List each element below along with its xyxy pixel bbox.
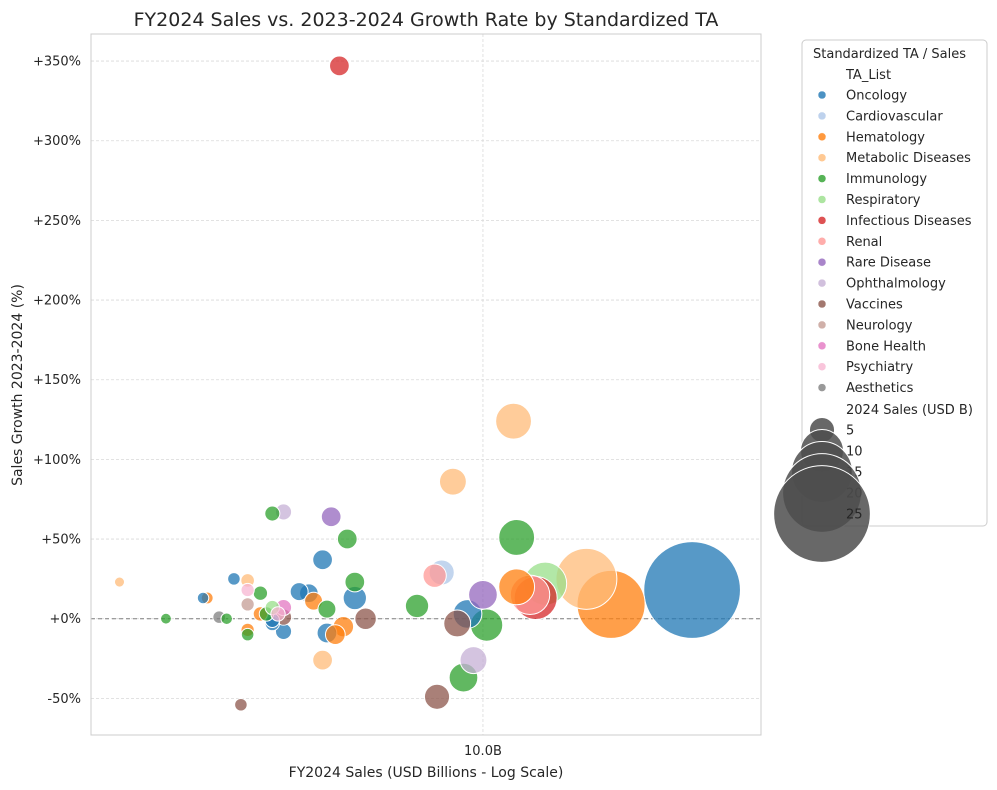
legend-label: Oncology <box>846 89 907 104</box>
point-psychiatry <box>240 582 255 598</box>
point-immunology <box>220 612 233 625</box>
point-neurology <box>240 597 255 612</box>
point-vaccines <box>234 697 248 712</box>
x-tick-label: 10.0B <box>464 744 502 759</box>
legend-marker <box>817 257 827 267</box>
legend-marker <box>817 278 827 288</box>
legend-marker <box>817 195 827 204</box>
plot-frame <box>90 33 762 736</box>
legend-title: Standardized TA / Sales <box>813 47 966 62</box>
legend-label: Neurology <box>846 318 913 333</box>
point-psychiatry <box>270 606 286 622</box>
point-immunology <box>336 528 358 550</box>
point-vaccines <box>423 683 451 710</box>
chart-title: FY2024 Sales vs. 2023-2024 Growth Rate b… <box>134 9 719 31</box>
legend: Standardized TA / Sales TA_List Oncology… <box>773 39 988 563</box>
point-immunology <box>498 519 536 556</box>
point-immunology <box>344 571 366 593</box>
grid-lines <box>91 34 761 735</box>
point-immunology <box>240 627 255 642</box>
legend-label: Immunology <box>846 172 927 187</box>
y-tick-label: +50% <box>41 533 81 548</box>
point-metabolic-diseases <box>495 402 532 440</box>
legend-box <box>801 39 988 527</box>
point-oncology <box>312 549 333 571</box>
data-points <box>113 55 741 712</box>
y-tick-label: +250% <box>33 214 81 229</box>
legend-marker <box>817 299 827 309</box>
legend-size-label: 25 <box>846 508 863 523</box>
legend-marker <box>817 153 827 162</box>
point-oncology <box>289 582 309 602</box>
point-hematology <box>498 568 536 606</box>
y-tick-label: -50% <box>47 692 81 707</box>
legend-size-title: 2024 Sales (USD B) <box>846 403 973 418</box>
legend-label: Infectious Diseases <box>846 214 972 229</box>
point-immunology <box>264 505 281 522</box>
legend-size-marker <box>773 465 871 563</box>
point-immunology <box>317 599 337 619</box>
y-tick-label: +100% <box>33 453 81 468</box>
point-vaccines <box>443 609 472 638</box>
legend-marker <box>817 237 827 246</box>
y-tick-label: +150% <box>33 373 81 388</box>
point-ophthalmology <box>459 646 488 675</box>
legend-label: Bone Health <box>846 339 926 354</box>
legend-marker <box>817 174 827 183</box>
point-metabolic-diseases <box>438 467 467 496</box>
legend-marker <box>817 362 827 371</box>
legend-marker <box>817 132 827 142</box>
legend-label: Renal <box>846 235 882 250</box>
y-tick-label: +350% <box>33 55 81 70</box>
legend-marker <box>817 216 827 225</box>
point-immunology <box>252 585 269 601</box>
y-axis-label: Sales Growth 2023-2024 (%) <box>10 284 26 486</box>
y-tick-label: +300% <box>33 134 81 149</box>
legend-label: Psychiatry <box>846 360 913 375</box>
point-oncology <box>643 541 741 639</box>
legend-label: Rare Disease <box>846 256 931 271</box>
legend-marker <box>817 383 827 392</box>
point-oncology <box>227 572 241 586</box>
point-metabolic-diseases <box>113 576 126 588</box>
point-infectious-diseases <box>329 55 350 77</box>
y-tick-label: +0% <box>49 612 81 627</box>
point-oncology <box>196 591 210 605</box>
legend-label: Respiratory <box>846 193 921 208</box>
legend-label: Cardiovascular <box>846 109 943 124</box>
point-immunology <box>160 612 172 625</box>
x-tick-labels: 10.0B <box>464 744 502 759</box>
legend-size-entries: 510152025 <box>773 416 871 563</box>
legend-marker <box>817 341 827 351</box>
legend-label: Metabolic Diseases <box>846 151 971 166</box>
point-vaccines <box>354 607 377 630</box>
legend-label: Hematology <box>846 130 925 145</box>
point-metabolic-diseases <box>312 649 333 671</box>
point-rare-disease <box>320 506 342 528</box>
point-immunology <box>404 593 430 619</box>
point-renal <box>422 563 447 588</box>
legend-size-label: 10 <box>846 445 863 460</box>
legend-label: Aesthetics <box>846 381 914 396</box>
point-rare-disease <box>468 579 498 610</box>
point-hematology <box>324 624 346 645</box>
legend-label: Ophthalmology <box>846 277 946 292</box>
legend-label: Vaccines <box>846 298 903 313</box>
legend-marker <box>817 90 827 100</box>
legend-size-label: 5 <box>846 424 854 439</box>
legend-hue-entries: Oncology Cardiovascular Hematology Metaboli… <box>817 89 972 396</box>
legend-marker <box>817 111 827 121</box>
x-axis-label: FY2024 Sales (USD Billions - Log Scale) <box>289 765 564 781</box>
legend-marker <box>817 320 827 330</box>
y-tick-labels: -50% +0% +50% +100% +150% +200% +250% +300% +350… <box>33 55 81 707</box>
legend-hue-title: TA_List <box>845 68 891 83</box>
y-tick-label: +200% <box>33 294 81 309</box>
